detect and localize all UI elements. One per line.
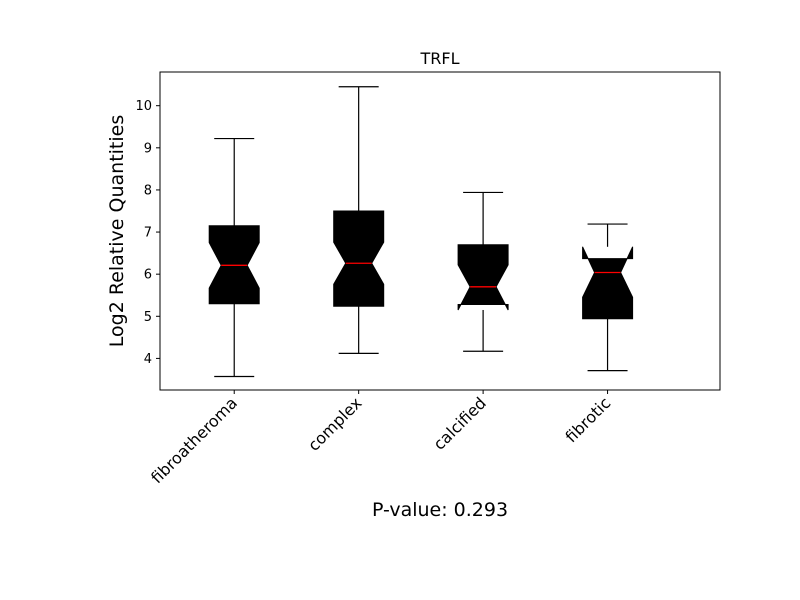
y-tick-label: 4 (144, 352, 152, 367)
p-value-annotation: P-value: 0.293 (372, 499, 508, 521)
y-tick-label: 6 (144, 268, 152, 283)
x-tick-label: fibroatheroma (147, 393, 241, 487)
notched-box (333, 210, 385, 307)
notched-box (582, 246, 634, 320)
y-tick-label: 5 (144, 310, 152, 325)
box-calcified (457, 191, 509, 352)
box-series (208, 86, 634, 378)
box-fibroatheroma (208, 137, 260, 378)
x-tick-label: fibrotic (562, 393, 615, 446)
y-tick-label: 10 (135, 99, 152, 114)
notched-box (457, 244, 509, 311)
y-axis: 4 5 6 7 8 9 10 (135, 99, 160, 367)
y-axis-label: Log2 Relative Quantities (106, 115, 128, 347)
x-axis: fibroatheroma complex calcified fibrotic (147, 390, 614, 487)
y-tick-label: 8 (144, 183, 152, 198)
chart-title: TRFL (419, 49, 459, 68)
y-tick-label: 7 (144, 226, 152, 241)
x-tick-label: complex (304, 393, 365, 454)
x-tick-label: calcified (430, 393, 490, 453)
box-complex (333, 86, 385, 354)
plot-area-frame (159, 71, 721, 391)
y-tick-label: 9 (144, 141, 152, 156)
box-fibrotic (582, 223, 634, 372)
